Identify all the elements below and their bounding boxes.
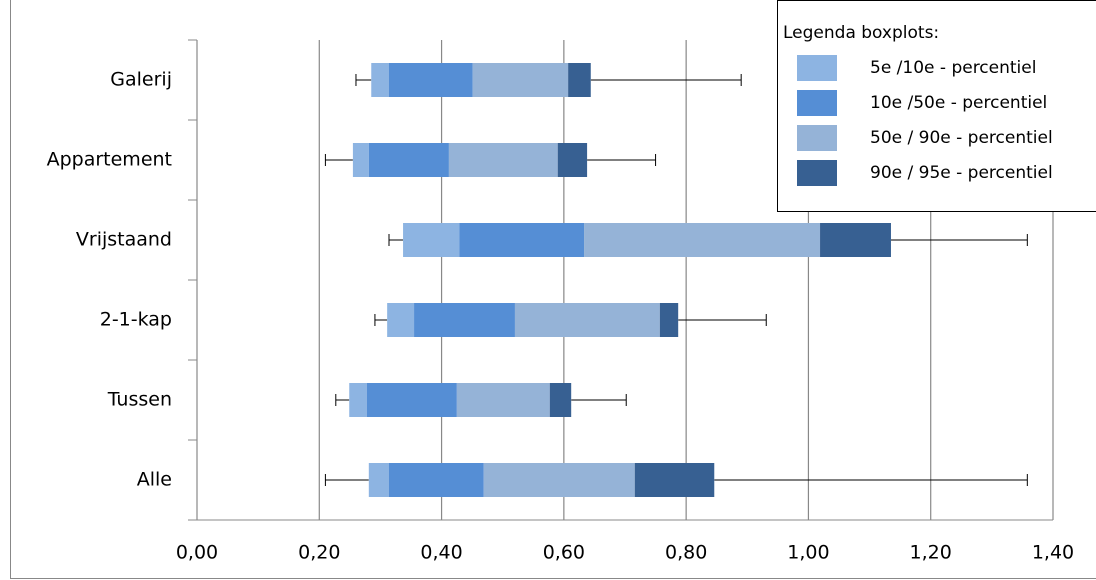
box-segment [549, 383, 572, 417]
box-segment [557, 143, 588, 177]
box-segment [584, 223, 821, 257]
box-segment [483, 463, 635, 497]
box-segment [659, 303, 679, 337]
x-tick-label: 0,40 [420, 542, 462, 564]
box-segment [456, 383, 550, 417]
box-segment [352, 143, 369, 177]
x-tick-label: 0,00 [176, 542, 218, 564]
x-tick-label: 0,80 [665, 542, 707, 564]
box-segment [568, 63, 591, 97]
legend-title: Legenda boxplots: [783, 23, 939, 43]
y-tick-label: 2-1-kap [100, 309, 172, 331]
x-tick-label: 0,60 [543, 542, 585, 564]
legend-label: 90e / 95e - percentiel [870, 163, 1053, 183]
box-segment [514, 303, 660, 337]
legend-swatch [797, 160, 837, 186]
box-segment [459, 223, 585, 257]
box-segment [368, 463, 389, 497]
legend-swatch [797, 55, 837, 81]
legend-swatch [797, 90, 837, 116]
box-segment [388, 463, 484, 497]
legend-label: 5e /10e - percentiel [870, 58, 1036, 78]
legend-label: 50e / 90e - percentiel [870, 128, 1053, 148]
y-tick-label: Tussen [107, 389, 172, 411]
box-segment [371, 63, 389, 97]
plot: 0,00 0,20 0,40 0,60 0,80 1,00 1,20 1,40 Galerij A… [47, 39, 1074, 564]
x-tick-label: 1,00 [787, 542, 829, 564]
box-segment [368, 143, 449, 177]
y-tick-label: Galerij [110, 69, 172, 91]
box-segment [448, 143, 558, 177]
box-segment [634, 463, 715, 497]
y-tick-label: Appartement [47, 149, 172, 171]
box-segment [414, 303, 515, 337]
y-tick-label: Vrijstaand [76, 229, 172, 251]
legend-label: 10e /50e - percentiel [870, 93, 1047, 113]
box-segment [472, 63, 569, 97]
y-tick-label: Alle [137, 469, 172, 491]
x-tick-label: 0,20 [298, 542, 340, 564]
x-tick-label: 1,20 [910, 542, 952, 564]
x-tick-label: 1,40 [1032, 542, 1074, 564]
box-segment [387, 303, 415, 337]
legend-swatch [797, 125, 837, 151]
box-segment [403, 223, 460, 257]
box-segment [388, 63, 473, 97]
box-segment [349, 383, 367, 417]
box-segment [366, 383, 457, 417]
legend: Legenda boxplots: 5e /10e - percentiel 10… [777, 0, 1096, 212]
box-segment [820, 223, 891, 257]
